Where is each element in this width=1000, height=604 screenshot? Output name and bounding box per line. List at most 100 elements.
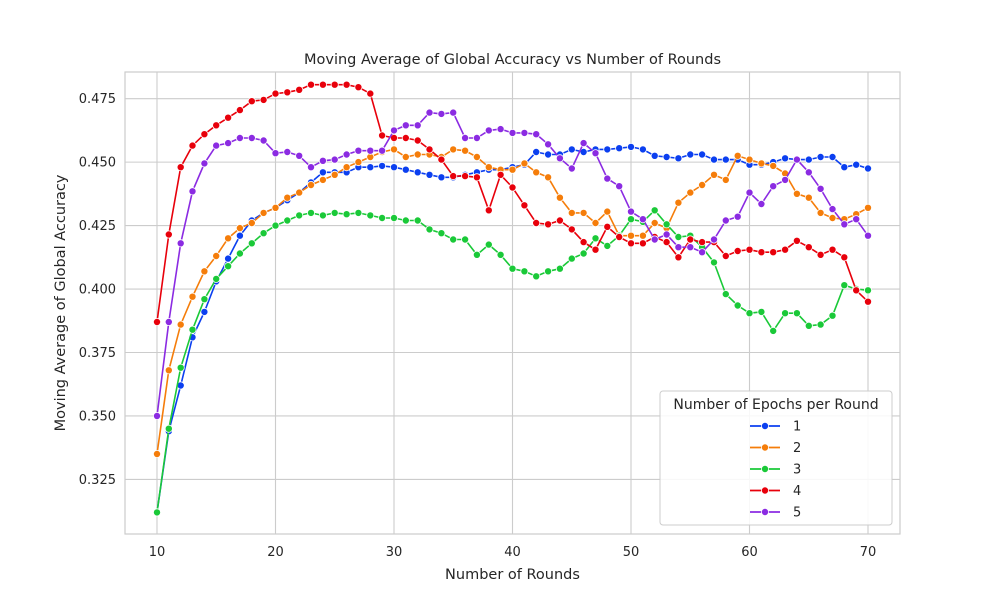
data-point	[804, 155, 813, 164]
data-point	[710, 235, 719, 244]
data-point	[804, 243, 813, 252]
data-point	[828, 205, 837, 214]
data-point	[401, 121, 410, 130]
data-point	[615, 144, 624, 153]
data-point	[615, 232, 624, 241]
data-point	[745, 155, 754, 164]
data-point	[484, 240, 493, 249]
data-point	[816, 320, 825, 329]
data-point	[425, 145, 434, 154]
data-point	[295, 211, 304, 220]
data-point	[283, 88, 292, 97]
data-point	[247, 218, 256, 227]
legend-marker	[761, 421, 770, 430]
data-point	[200, 267, 209, 276]
legend-marker	[761, 486, 770, 495]
data-point	[733, 246, 742, 255]
y-tick-label: 0.425	[79, 219, 116, 234]
data-point	[840, 253, 849, 262]
series-2	[152, 145, 873, 458]
data-point	[686, 150, 695, 159]
data-point	[366, 146, 375, 155]
data-point	[627, 215, 636, 224]
data-point	[721, 155, 730, 164]
data-point	[461, 146, 470, 155]
data-point	[508, 128, 517, 137]
data-point	[769, 248, 778, 257]
data-point	[342, 80, 351, 89]
legend-marker	[761, 464, 770, 473]
data-point	[840, 281, 849, 290]
data-point	[283, 216, 292, 225]
data-point	[188, 141, 197, 150]
data-point	[306, 208, 315, 217]
data-point	[212, 121, 221, 130]
data-point	[520, 128, 529, 137]
data-point	[662, 238, 671, 247]
data-point	[792, 189, 801, 198]
data-point	[745, 309, 754, 318]
y-tick-label: 0.375	[79, 346, 116, 361]
data-point	[520, 267, 529, 276]
legend-entry: 2	[750, 441, 801, 456]
data-point	[555, 264, 564, 273]
data-point	[508, 183, 517, 192]
data-point	[496, 170, 505, 179]
data-point	[449, 235, 458, 244]
data-point	[235, 224, 244, 233]
data-point	[698, 180, 707, 189]
data-point	[271, 221, 280, 230]
data-point	[437, 229, 446, 238]
data-point	[781, 245, 790, 254]
data-point	[164, 366, 173, 375]
data-point	[425, 108, 434, 117]
data-point	[852, 286, 861, 295]
data-point	[271, 149, 280, 158]
legend-entry: 3	[750, 463, 801, 478]
data-point	[413, 121, 422, 130]
data-point	[330, 208, 339, 217]
data-point	[792, 309, 801, 318]
legend-label: 1	[793, 420, 801, 435]
data-point	[662, 220, 671, 229]
data-point	[212, 251, 221, 260]
legend-title: Number of Epochs per Round	[673, 397, 878, 413]
data-point	[804, 168, 813, 177]
data-point	[318, 168, 327, 177]
data-point	[674, 253, 683, 262]
data-point	[567, 208, 576, 217]
data-point	[401, 165, 410, 174]
data-point	[662, 230, 671, 239]
data-point	[247, 133, 256, 142]
data-point	[603, 174, 612, 183]
data-point	[484, 206, 493, 215]
data-point	[188, 187, 197, 196]
data-point	[425, 170, 434, 179]
series-lines	[152, 80, 873, 517]
data-point	[378, 131, 387, 140]
data-point	[828, 152, 837, 161]
legend-entry: 1	[750, 420, 801, 435]
data-point	[769, 326, 778, 335]
data-point	[271, 89, 280, 98]
data-point	[544, 267, 553, 276]
data-point	[176, 363, 185, 372]
data-point	[472, 250, 481, 259]
legend-label: 2	[793, 441, 801, 456]
data-point	[164, 424, 173, 433]
data-point	[378, 161, 387, 170]
data-point	[283, 193, 292, 202]
y-tick-label: 0.450	[79, 156, 116, 171]
data-point	[710, 155, 719, 164]
data-point	[603, 207, 612, 216]
data-point	[757, 307, 766, 316]
data-point	[532, 147, 541, 156]
data-point	[710, 258, 719, 267]
data-point	[366, 211, 375, 220]
data-point	[567, 164, 576, 173]
data-point	[200, 307, 209, 316]
legend-entries: 1 2 3 4 5	[750, 420, 801, 521]
data-point	[342, 163, 351, 172]
data-point	[816, 152, 825, 161]
data-point	[567, 254, 576, 263]
